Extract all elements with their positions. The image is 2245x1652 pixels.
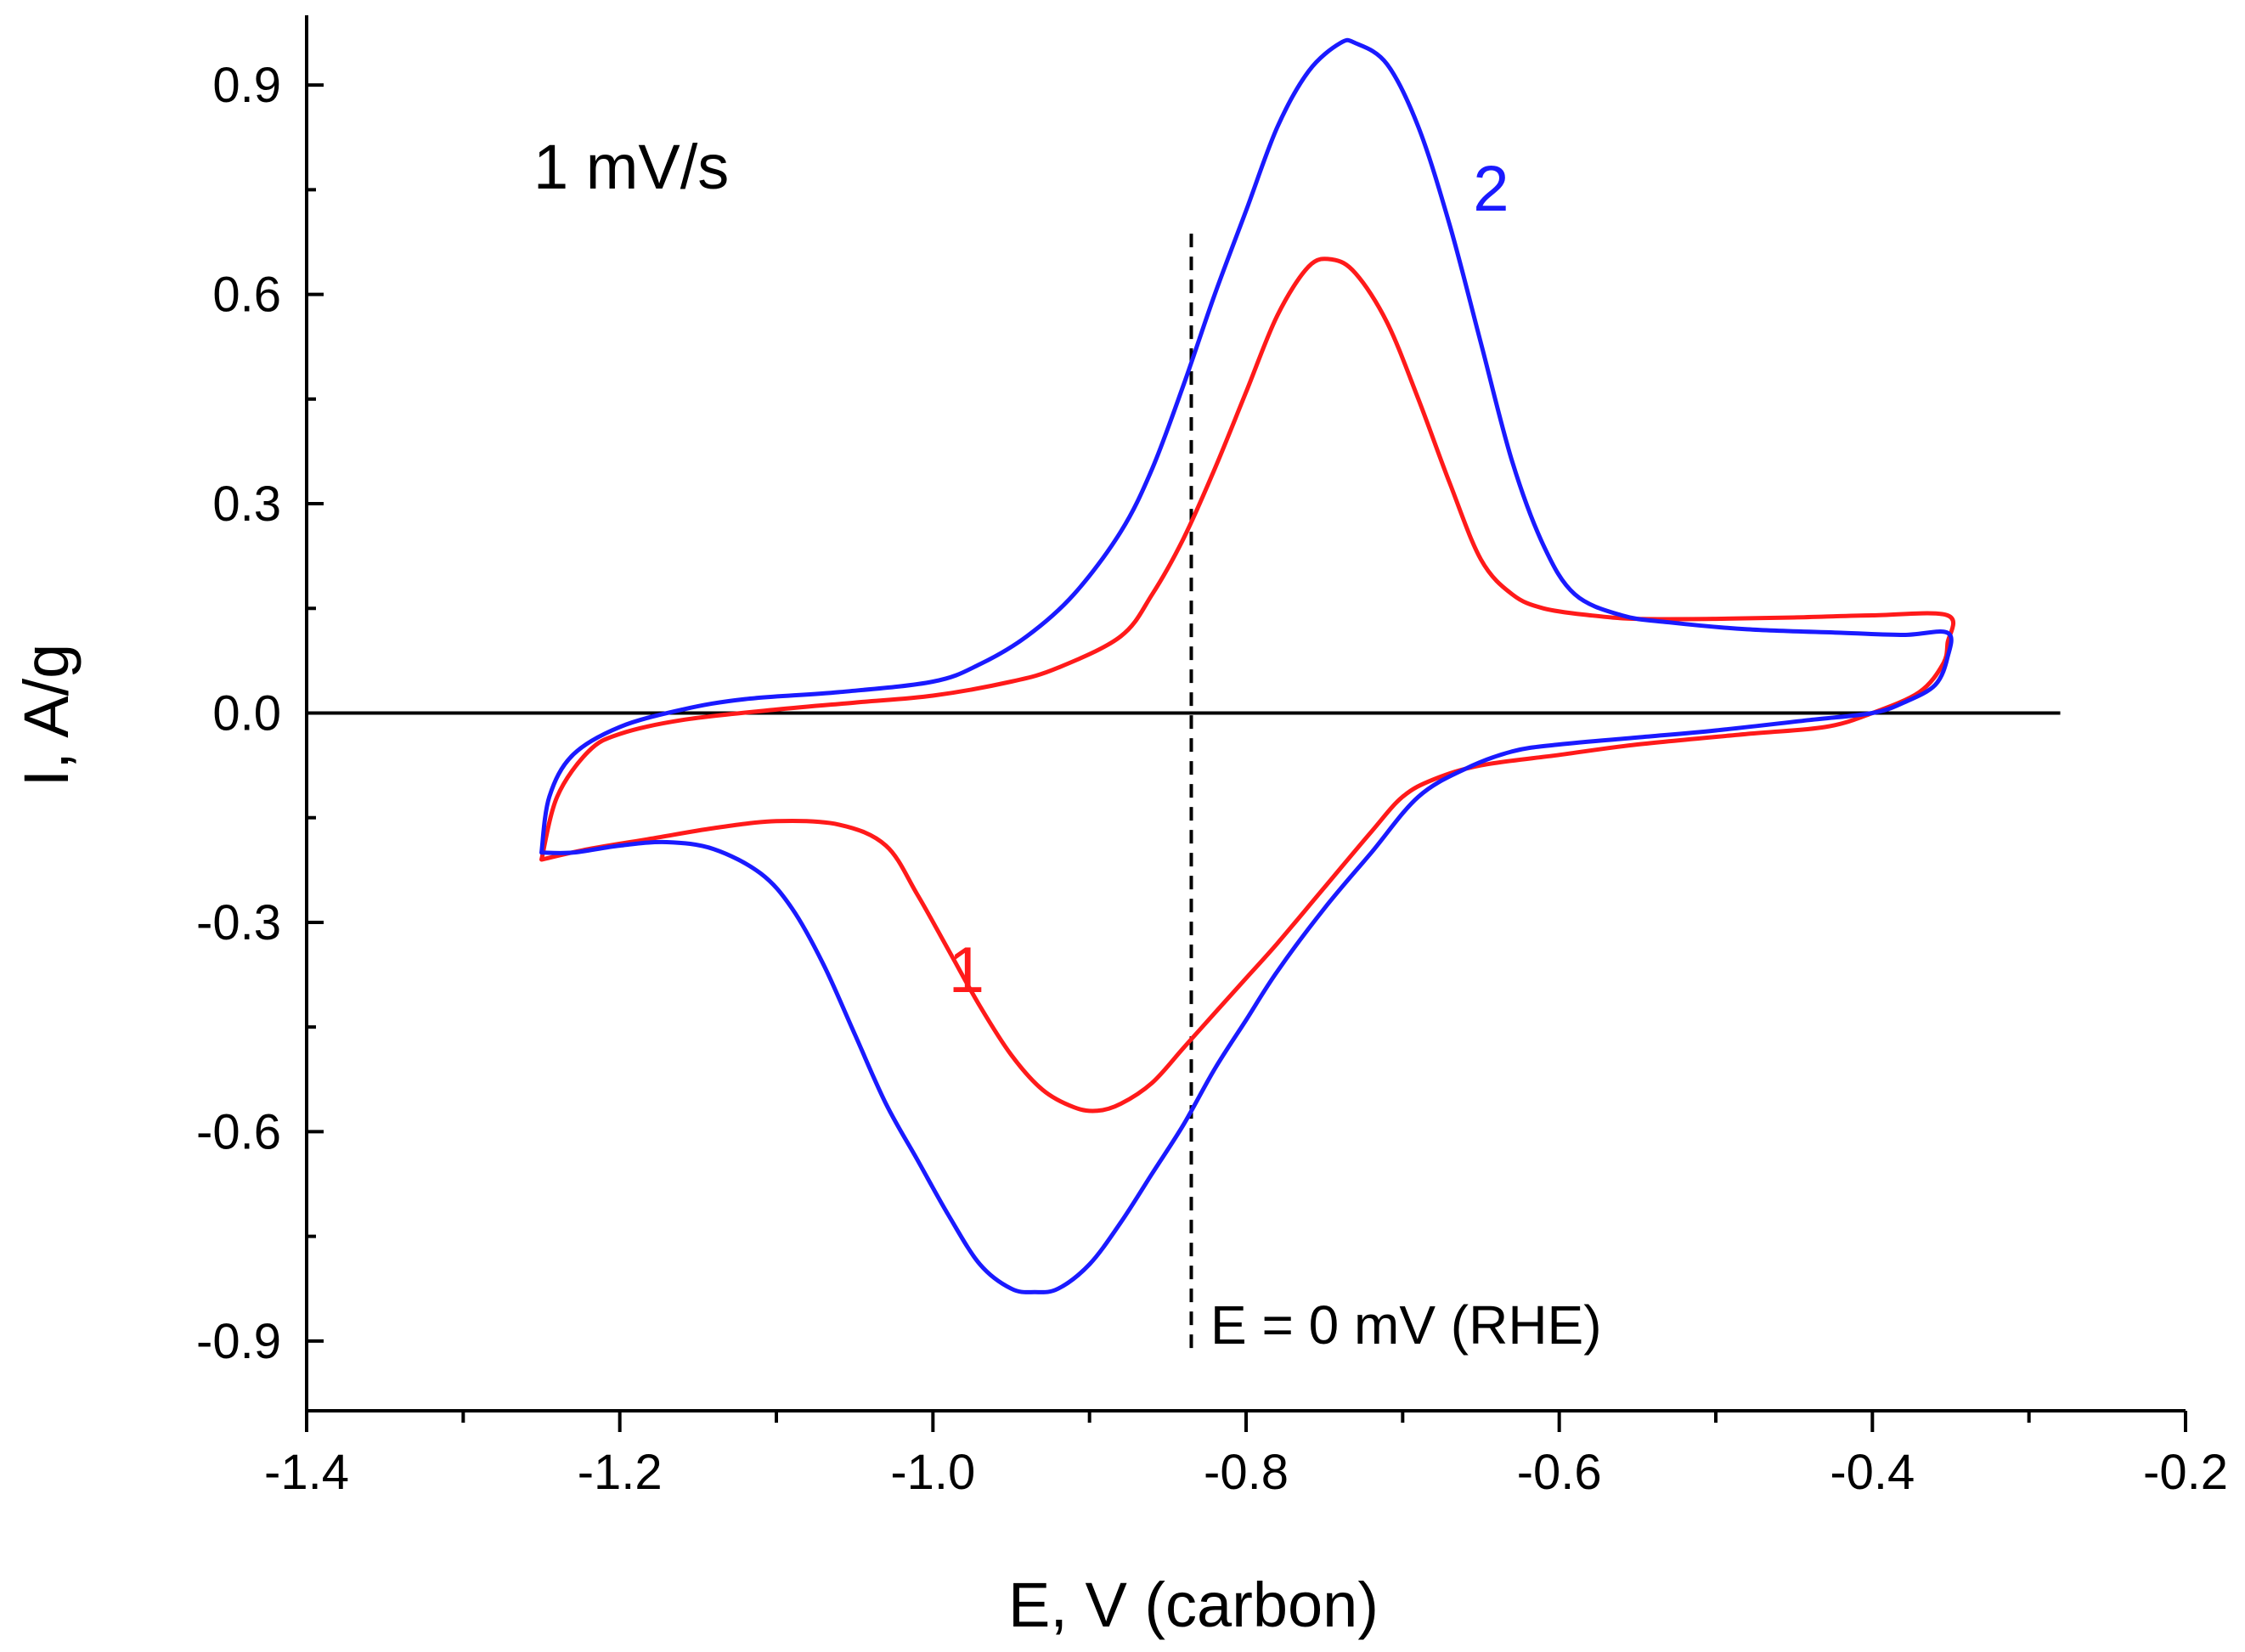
x-axis-title: E, V (carbon) [1008,1570,1379,1640]
series-1-curve [539,257,1956,1114]
x-tick-label: -0.4 [1830,1445,1915,1500]
reference-lines [307,231,2061,1349]
series-2-label: 2 [1473,153,1509,225]
labels: E, V (carbon) I, A/g 1 mV/s E = 0 mV (RH… [11,132,1602,1640]
y-axis-title: I, A/g [11,644,82,787]
x-tick-label: -0.6 [1517,1445,1602,1500]
series-2-curve [539,37,1954,1294]
series-layer [539,37,1956,1294]
scan-rate-label: 1 mV/s [533,132,729,202]
x-tick-label: -1.2 [578,1445,663,1500]
y-tick-label: -0.6 [196,1104,281,1159]
series-1-label: 1 [949,934,984,1006]
x-tick-label: -1.0 [890,1445,975,1500]
y-tick-label: -0.3 [196,895,281,950]
y-tick-label: 0.0 [212,686,281,741]
axes: -0.9 -0.6 -0.3 0.0 0.3 0.6 0.9 -1.4 -1.2 -1.0 -0.8… [196,15,2228,1500]
y-tick-label: 0.9 [212,58,281,113]
reference-line-label: E = 0 mV (RHE) [1210,1294,1602,1356]
y-tick-label: 0.6 [212,268,281,323]
y-tick-label: 0.3 [212,476,281,532]
x-tick-label: -0.8 [1204,1445,1289,1500]
x-tick-label: -1.4 [264,1445,349,1500]
y-tick-label: -0.9 [196,1314,281,1369]
x-tick-label: -0.2 [2143,1445,2228,1500]
